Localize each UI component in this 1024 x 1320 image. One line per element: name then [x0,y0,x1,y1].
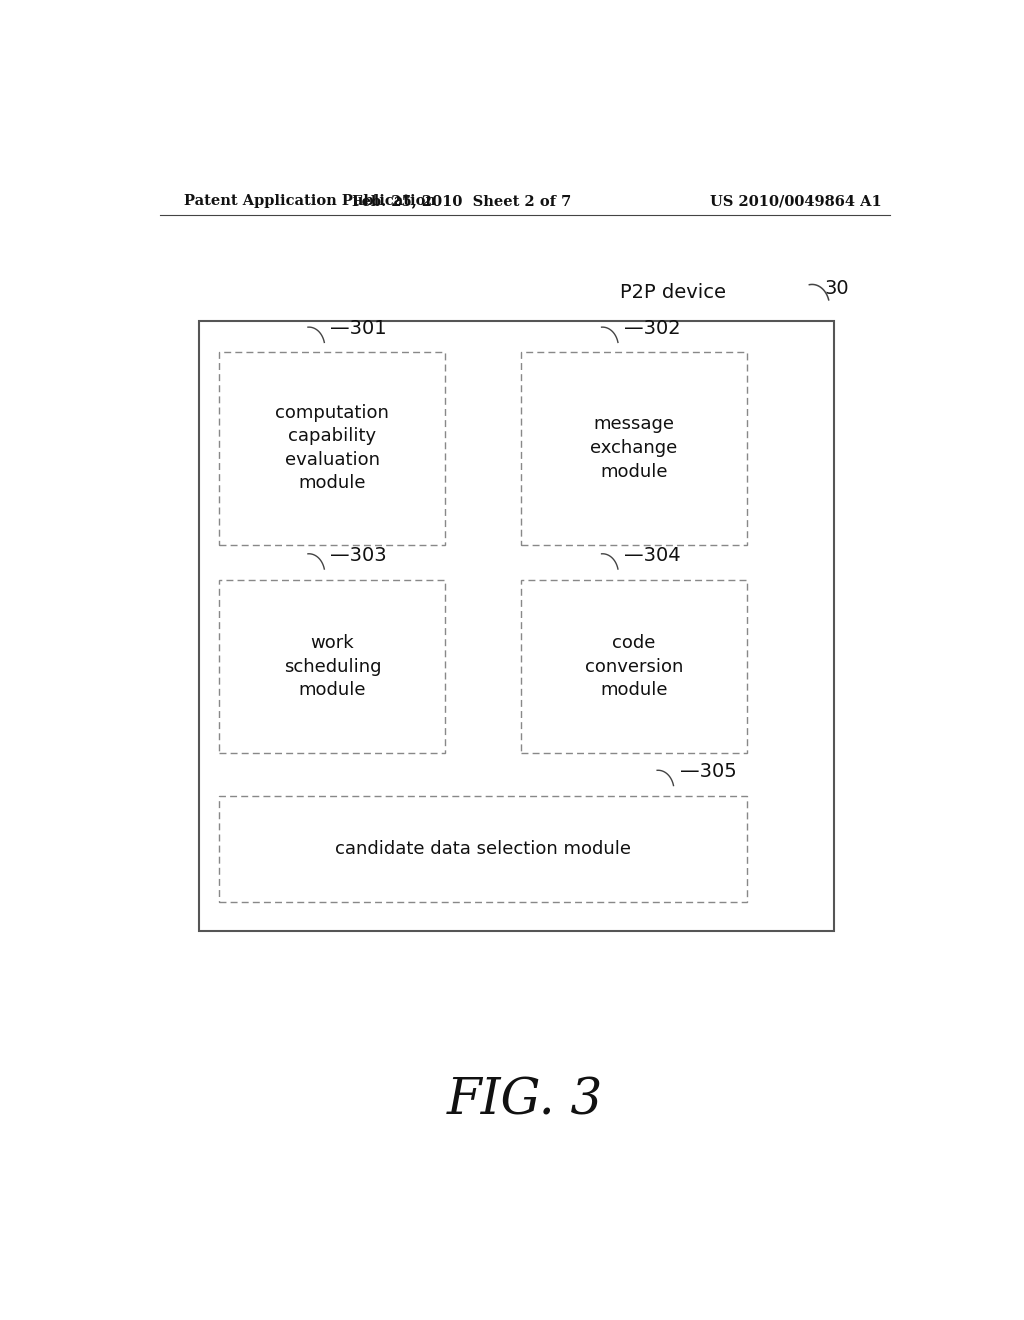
Text: P2P device: P2P device [620,282,726,302]
Bar [219,581,445,752]
Text: —304: —304 [624,546,681,565]
Text: computation
capability
evaluation
module: computation capability evaluation module [275,404,389,492]
Text: —301: —301 [331,319,387,338]
Bar [521,581,748,752]
Bar [200,321,835,931]
Text: candidate data selection module: candidate data selection module [335,840,631,858]
Text: 30: 30 [824,279,849,298]
Text: FIG. 3: FIG. 3 [446,1076,603,1126]
Text: work
scheduling
module: work scheduling module [284,634,381,700]
Bar [219,351,445,545]
Text: Patent Application Publication: Patent Application Publication [183,194,435,209]
Text: Feb. 25, 2010  Sheet 2 of 7: Feb. 25, 2010 Sheet 2 of 7 [351,194,571,209]
Text: US 2010/0049864 A1: US 2010/0049864 A1 [711,194,882,209]
Text: —303: —303 [331,546,387,565]
Text: —302: —302 [624,319,681,338]
Text: message
exchange
module: message exchange module [590,416,678,480]
Text: —305: —305 [680,763,736,781]
Bar [521,351,748,545]
Bar [219,796,748,903]
Text: code
conversion
module: code conversion module [585,634,683,700]
